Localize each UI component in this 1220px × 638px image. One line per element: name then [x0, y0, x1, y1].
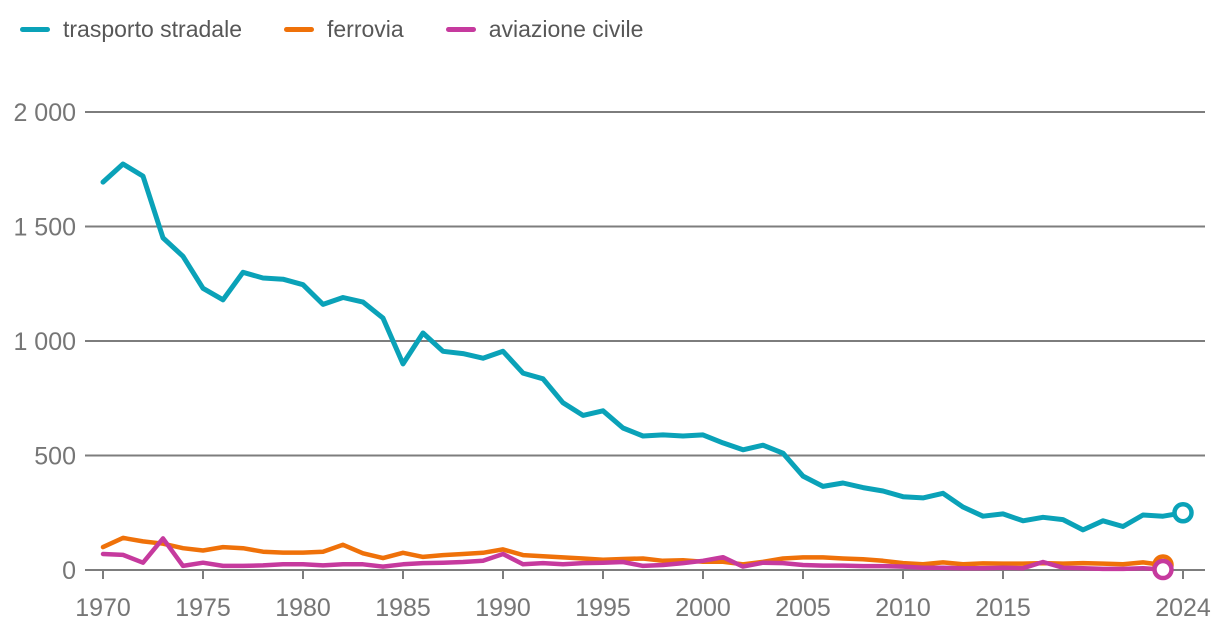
- series-end-marker-trasporto-stradale: [1172, 502, 1194, 524]
- series-line-ferrovia: [100, 535, 1166, 568]
- y-axis-label-2000: 2 000: [13, 99, 76, 127]
- y-axis-label-1000: 1 000: [13, 328, 76, 356]
- y-axis-label-0: 0: [62, 557, 76, 585]
- legend-label-trasporto-stradale: trasporto stradale: [63, 16, 242, 42]
- x-axis-label-1995: 1995: [575, 594, 631, 622]
- series-end-marker-aviazione-civile: [1152, 558, 1174, 581]
- chart-legend: trasporto stradale ferrovia aviazione ci…: [20, 16, 643, 43]
- y-axis-label-500: 500: [34, 443, 76, 471]
- legend-item-aviazione-civile: aviazione civile: [445, 16, 644, 43]
- legend-label-ferrovia: ferrovia: [326, 16, 404, 42]
- legend-swatch-ferrovia: [283, 27, 314, 32]
- legend-item-ferrovia: ferrovia: [283, 16, 404, 43]
- legend-swatch-aviazione-civile: [445, 27, 476, 32]
- x-axis-label-2000: 2000: [675, 594, 731, 622]
- series-line-trasporto-stradale: [100, 161, 1186, 533]
- x-axis-label-1990: 1990: [475, 594, 531, 622]
- x-axis-label-1980: 1980: [275, 594, 331, 622]
- x-axis-label-2024: 2024: [1155, 594, 1211, 622]
- x-axis-label-1970: 1970: [75, 594, 131, 622]
- legend-item-trasporto-stradale: trasporto stradale: [20, 16, 242, 43]
- x-axis-label-2010: 2010: [875, 594, 931, 622]
- x-axis-label-1975: 1975: [175, 594, 231, 622]
- series-line-aviazione-civile: [100, 536, 1166, 572]
- x-axis-label-2005: 2005: [775, 594, 831, 622]
- x-axis-label-1985: 1985: [375, 594, 431, 622]
- legend-swatch-trasporto-stradale: [20, 27, 50, 32]
- y-axis-label-1500: 1 500: [13, 214, 76, 242]
- x-axis-label-2015: 2015: [975, 594, 1031, 622]
- legend-label-aviazione-civile: aviazione civile: [488, 16, 644, 42]
